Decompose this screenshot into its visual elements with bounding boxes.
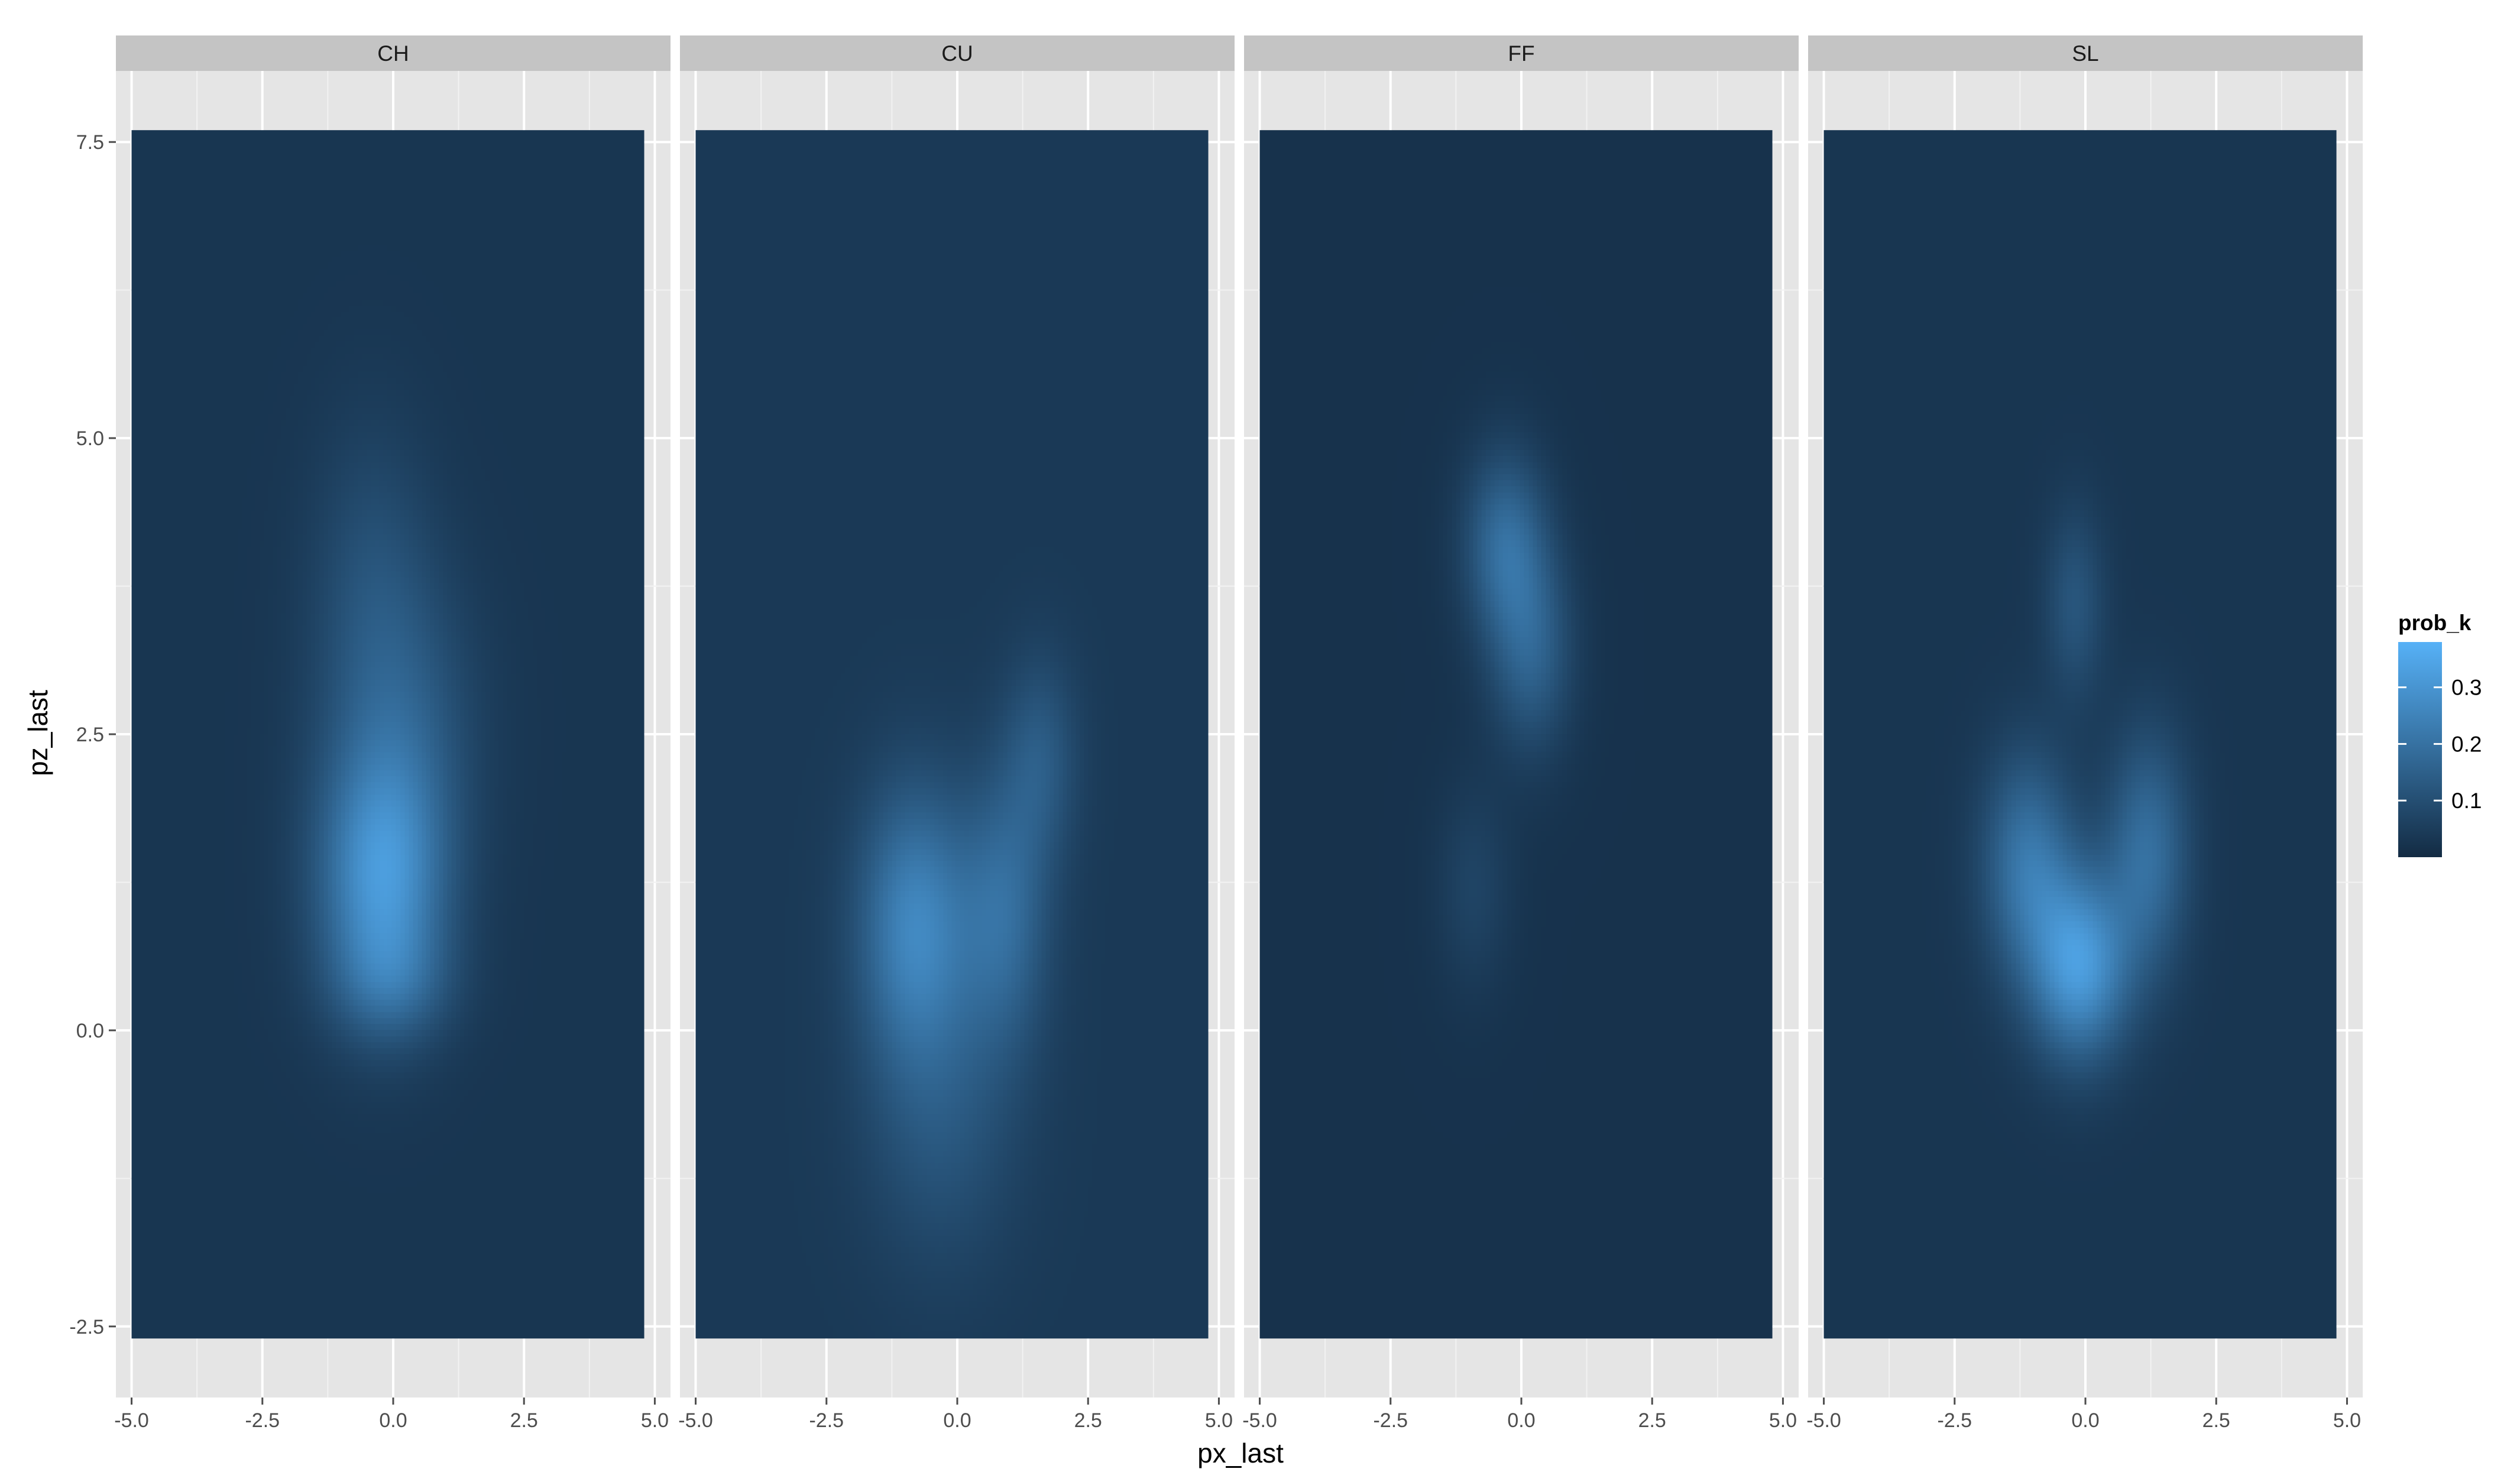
x-tick-label: 0.0 xyxy=(2071,1409,2099,1432)
y-axis: -2.5 0.0 2.5 5.0 7.5 xyxy=(69,131,116,1338)
x-tick-label: 5.0 xyxy=(641,1409,669,1432)
x-tick-label: -5.0 xyxy=(678,1409,713,1432)
x-axis: -5.0 -2.5 0.0 2.5 5.0 xyxy=(1242,1398,1797,1432)
facet-strip-label: FF xyxy=(1508,41,1534,66)
x-tick-label: -5.0 xyxy=(1242,1409,1277,1432)
x-tick-label: -2.5 xyxy=(1373,1409,1408,1432)
legend-colorbar xyxy=(2398,642,2442,857)
x-tick-label: 5.0 xyxy=(1205,1409,1233,1432)
y-tick-label: 5.0 xyxy=(76,427,104,450)
facet-strip-label: SL xyxy=(2072,41,2098,66)
x-tick-label: 5.0 xyxy=(1769,1409,1797,1432)
x-tick-label: 0.0 xyxy=(1507,1409,1535,1432)
x-axis: -5.0 -2.5 0.0 2.5 5.0 xyxy=(1806,1398,2361,1432)
y-axis-title: pz_last xyxy=(22,690,53,776)
x-tick-label: 0.0 xyxy=(943,1409,971,1432)
y-tick-label: 2.5 xyxy=(76,724,104,746)
x-tick-label: -2.5 xyxy=(1937,1409,1972,1432)
y-tick-label: 0.0 xyxy=(76,1020,104,1042)
facet-strip-label: CU xyxy=(941,41,973,66)
y-tick-label: 7.5 xyxy=(76,131,104,154)
y-tick-label: -2.5 xyxy=(69,1316,104,1338)
facet-panel-ff: FF -5.0 -2.5 0.0 2.5 5.0 xyxy=(1242,35,1799,1432)
facet-strip xyxy=(116,35,671,71)
legend-title: prob_k xyxy=(2398,611,2472,635)
x-tick-label: -5.0 xyxy=(1806,1409,1841,1432)
legend-tick-label: 0.2 xyxy=(2451,732,2482,756)
x-axis-title: px_last xyxy=(1197,1438,1284,1468)
heatmap-tiles xyxy=(1259,130,1773,1339)
legend-tick-label: 0.1 xyxy=(2451,789,2482,813)
facet-strip xyxy=(680,35,1235,71)
x-axis: -5.0 -2.5 0.0 2.5 5.0 xyxy=(678,1398,1233,1432)
heatmap-tiles xyxy=(695,130,1209,1339)
facet-strip xyxy=(1808,35,2363,71)
legend-tick-label: 0.3 xyxy=(2451,676,2482,700)
heatmap-tiles xyxy=(131,130,644,1339)
facet-panels: CH -5.0 -2.5 0.0 2.5 5.0 -2.5 0.0 2.5 5.0 7.5 CU -5.… xyxy=(69,35,2363,1432)
x-tick-label: 2.5 xyxy=(1074,1409,1102,1432)
x-tick-label: -2.5 xyxy=(809,1409,844,1432)
facet-strip-label: CH xyxy=(377,41,409,66)
facet-panel-cu: CU -5.0 -2.5 0.0 2.5 5.0 xyxy=(678,35,1235,1432)
x-axis: -5.0 -2.5 0.0 2.5 5.0 xyxy=(114,1398,669,1432)
legend: prob_k 0.1 0.2 0.3 xyxy=(2398,611,2482,857)
facet-panel-sl: SL -5.0 -2.5 0.0 2.5 5.0 xyxy=(1806,35,2363,1432)
x-tick-label: 5.0 xyxy=(2333,1409,2361,1432)
x-tick-label: 0.0 xyxy=(379,1409,407,1432)
facet-panel-ch: CH -5.0 -2.5 0.0 2.5 5.0 -2.5 0.0 2.5 5.0 7.5 xyxy=(69,35,671,1432)
x-tick-label: 2.5 xyxy=(510,1409,538,1432)
x-tick-label: 2.5 xyxy=(1638,1409,1666,1432)
x-tick-label: -2.5 xyxy=(245,1409,280,1432)
x-tick-label: 2.5 xyxy=(2202,1409,2230,1432)
legend-ticks: 0.1 0.2 0.3 xyxy=(2398,676,2482,813)
x-tick-label: -5.0 xyxy=(114,1409,149,1432)
heatmap-tiles xyxy=(1823,130,2337,1339)
facet-strip xyxy=(1244,35,1799,71)
